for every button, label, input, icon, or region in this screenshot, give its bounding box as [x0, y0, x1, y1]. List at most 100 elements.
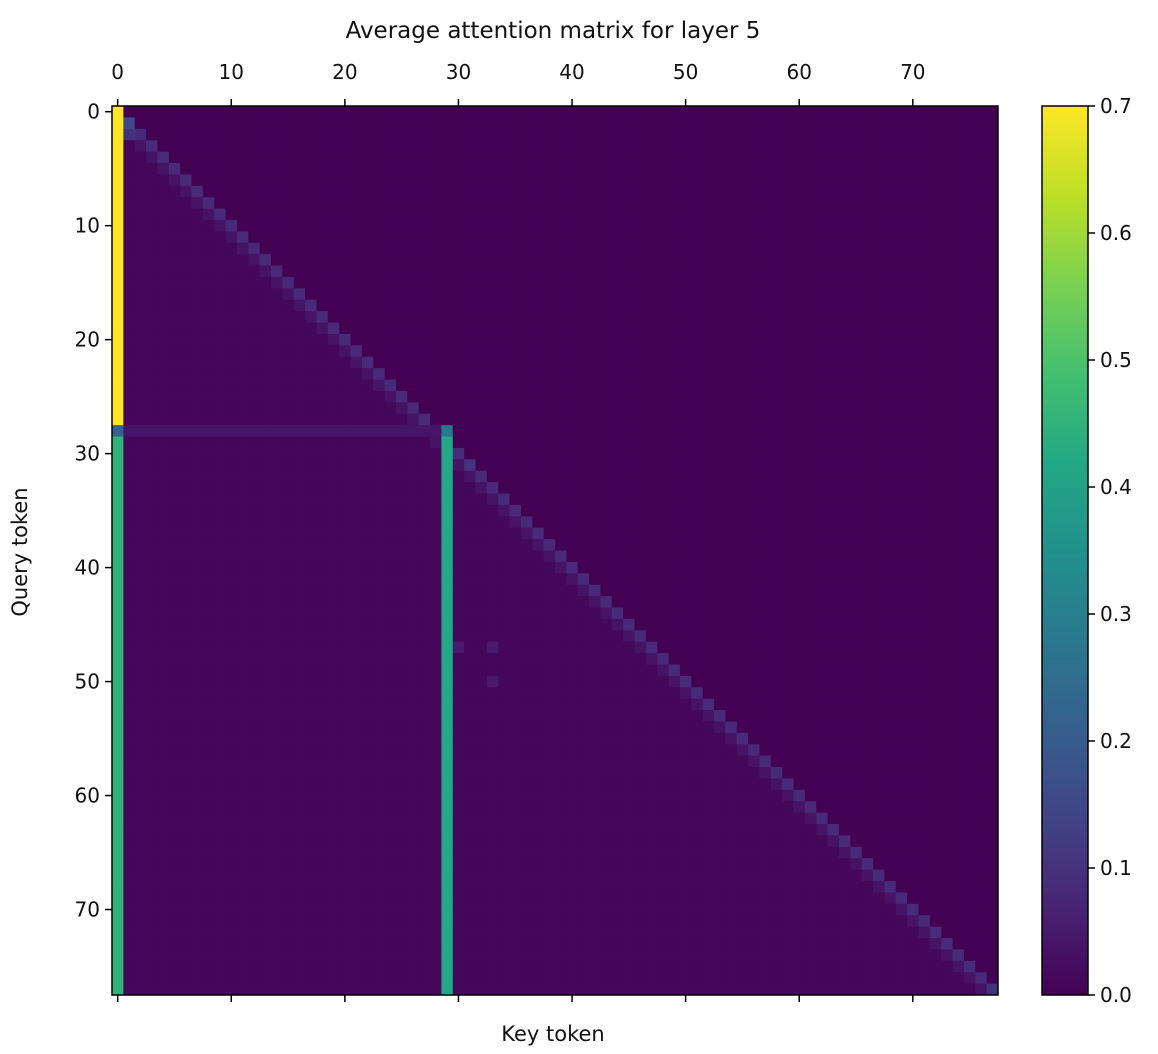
heatmap-cell [395, 516, 408, 529]
heatmap-cell [202, 311, 215, 323]
heatmap-cell [361, 607, 374, 620]
heatmap-cell [714, 459, 726, 472]
heatmap-cell [271, 573, 283, 586]
heatmap-cell [975, 356, 988, 369]
heatmap-cell [180, 333, 192, 346]
heatmap-cell [214, 402, 226, 415]
heatmap-cell [770, 208, 783, 221]
heatmap-cell [963, 174, 976, 187]
heatmap-cell [520, 436, 533, 449]
heatmap-cell [714, 573, 726, 586]
heatmap-cell [157, 231, 170, 244]
heatmap-cell [816, 504, 829, 517]
heatmap-cell [509, 447, 522, 460]
heatmap-cell [157, 402, 170, 415]
heatmap-cell [464, 550, 476, 563]
heatmap-cell [282, 254, 295, 266]
heatmap-cell [963, 276, 976, 289]
heatmap-cell [316, 539, 329, 551]
heatmap-cell [589, 254, 601, 266]
heatmap-cell [850, 482, 863, 494]
heatmap-cell [498, 607, 510, 620]
heatmap-cell [248, 288, 261, 301]
heatmap-cell [134, 242, 147, 255]
heatmap-cell [566, 675, 579, 688]
heatmap-cell [918, 630, 931, 643]
heatmap-cell [645, 345, 658, 358]
heatmap-cell [838, 482, 851, 494]
heatmap-cell [509, 356, 522, 369]
heatmap-cell [645, 208, 658, 221]
heatmap-cell [748, 242, 760, 255]
heatmap-cell [384, 185, 397, 198]
heatmap-cell [327, 276, 340, 289]
heatmap-cell [929, 447, 942, 460]
heatmap-cell [486, 254, 499, 266]
heatmap-cell [986, 174, 999, 187]
heatmap-cell [759, 482, 772, 494]
heatmap-cell [441, 664, 454, 677]
heatmap-cell [339, 185, 351, 198]
heatmap-cell [498, 504, 510, 517]
heatmap-cell [350, 778, 363, 791]
heatmap-cell [600, 710, 613, 722]
heatmap-cell [657, 459, 669, 472]
heatmap-cell [918, 607, 931, 620]
heatmap-cell [430, 447, 442, 460]
heatmap-cell [225, 470, 238, 483]
heatmap-cell [873, 584, 885, 597]
heatmap-cell [873, 755, 885, 768]
heatmap-cell [316, 197, 329, 209]
heatmap-cell [146, 459, 158, 472]
heatmap-cell [350, 482, 363, 494]
heatmap-cell [350, 447, 363, 460]
heatmap-cell [316, 675, 329, 688]
heatmap-cell [543, 527, 556, 540]
heatmap-cell [623, 436, 635, 449]
heatmap-cell [180, 710, 192, 722]
heatmap-cell [634, 573, 647, 586]
heatmap-cell [691, 219, 704, 232]
heatmap-cell [634, 824, 647, 836]
heatmap-cell [532, 185, 545, 198]
heatmap-cell [168, 732, 181, 745]
heatmap-cell [555, 402, 567, 415]
heatmap-cell [418, 744, 431, 757]
heatmap-cell [202, 106, 215, 118]
heatmap-cell [214, 162, 226, 175]
heatmap-cell [827, 333, 840, 346]
heatmap-cell [123, 402, 136, 415]
heatmap-cell [532, 436, 545, 449]
heatmap-cell [543, 197, 556, 209]
heatmap-cell [952, 151, 965, 164]
heatmap-cell [543, 128, 556, 141]
heatmap-cell [850, 721, 863, 734]
heatmap-cell [986, 265, 999, 278]
heatmap-cell [770, 311, 783, 323]
heatmap-cell [634, 584, 647, 597]
heatmap-cell [271, 675, 283, 688]
heatmap-cell [657, 322, 669, 335]
heatmap-cell [157, 596, 170, 608]
heatmap-cell [520, 254, 533, 266]
heatmap-cell [986, 516, 999, 529]
heatmap-cell [884, 527, 897, 540]
heatmap-cell [373, 254, 386, 266]
heatmap-cell [918, 413, 931, 426]
heatmap-cell [407, 778, 420, 791]
heatmap-cell [963, 596, 976, 608]
heatmap-cell [305, 482, 317, 494]
heatmap-cell [134, 607, 147, 620]
heatmap-cell [941, 561, 953, 574]
heatmap-cell [816, 755, 829, 768]
heatmap-cell [486, 584, 499, 597]
heatmap-cell [736, 824, 749, 836]
heatmap-cell [293, 812, 306, 825]
heatmap-cell [679, 789, 692, 802]
heatmap-cell [543, 721, 556, 734]
heatmap-cell [566, 197, 579, 209]
heatmap-cell [838, 128, 851, 141]
heatmap-cell [657, 311, 669, 323]
heatmap-cell [293, 197, 306, 209]
heatmap-cell [271, 801, 283, 814]
